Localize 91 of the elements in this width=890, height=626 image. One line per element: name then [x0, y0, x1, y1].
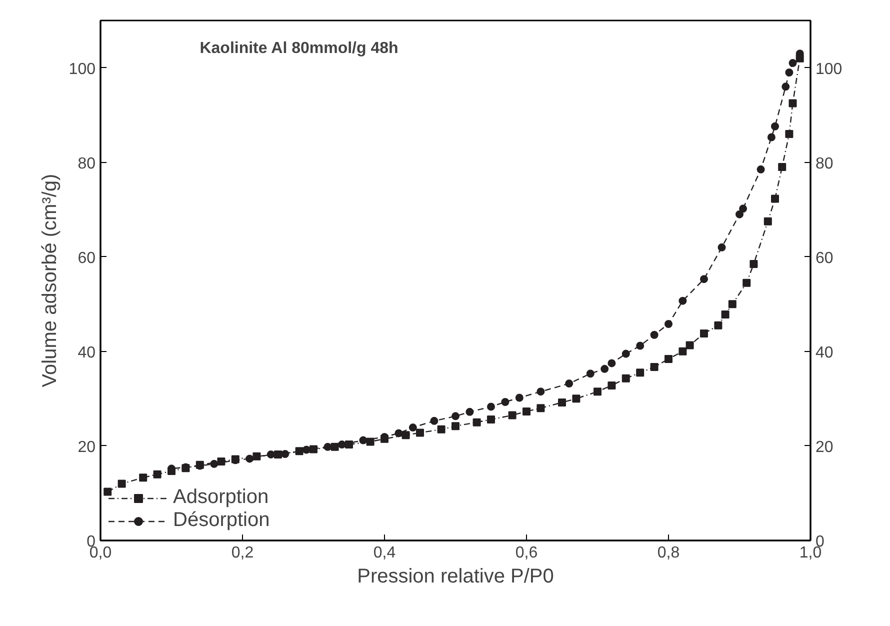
point	[565, 380, 574, 388]
y-axis-title: Volume adsorbé (cm³/g)	[38, 174, 61, 388]
point	[778, 163, 786, 172]
point	[274, 450, 282, 458]
y-tick-label: 80	[78, 155, 96, 172]
point	[310, 445, 318, 454]
point	[104, 488, 112, 496]
point	[452, 412, 460, 420]
y2-tick-label: 60	[816, 250, 834, 267]
point	[487, 415, 495, 424]
x-tick-label: 0,2	[231, 544, 254, 562]
point	[466, 408, 474, 416]
point	[437, 425, 446, 434]
legend-label: Adsorption	[173, 486, 269, 509]
point	[782, 82, 790, 91]
point	[636, 342, 644, 350]
point	[394, 429, 403, 438]
point	[678, 296, 687, 305]
point	[295, 447, 304, 456]
y-tick-label: 20	[78, 438, 96, 456]
point	[650, 330, 658, 339]
point	[536, 404, 545, 412]
point	[785, 130, 794, 138]
point	[487, 402, 495, 411]
point	[650, 363, 658, 372]
x-tick-label: 0,8	[657, 544, 680, 562]
point	[756, 165, 765, 174]
point	[217, 458, 226, 466]
point	[721, 310, 730, 319]
point	[718, 243, 726, 252]
point	[785, 68, 794, 76]
point	[402, 431, 410, 440]
point	[408, 424, 417, 432]
point	[750, 260, 758, 268]
point	[664, 320, 672, 328]
point	[700, 275, 708, 284]
point	[153, 470, 162, 478]
point	[472, 418, 481, 426]
text: Kaolinite Al 80mmol/g 48h	[200, 40, 398, 57]
legend-label: Désorption	[173, 509, 270, 532]
point	[118, 480, 126, 488]
point	[452, 422, 460, 430]
point	[728, 300, 736, 308]
y2-tick-label: 80	[816, 155, 834, 172]
point	[771, 194, 779, 203]
x-axis-title: Pression relative P/P0	[357, 566, 554, 588]
point	[714, 321, 722, 330]
point	[522, 407, 530, 416]
point	[739, 204, 748, 213]
x-tick-label: 0,6	[515, 544, 538, 562]
point	[345, 440, 353, 449]
point	[252, 452, 261, 460]
point	[168, 467, 176, 476]
point	[572, 394, 580, 403]
point	[515, 394, 524, 402]
point	[536, 388, 545, 396]
point	[608, 381, 616, 390]
point	[330, 442, 339, 451]
y-tick-label: 100	[68, 60, 96, 78]
point	[501, 398, 510, 406]
point	[430, 416, 438, 425]
point	[600, 364, 609, 373]
point	[771, 122, 779, 130]
point	[139, 474, 148, 482]
x-tick-label: 0,4	[373, 544, 396, 562]
y-tick-label: 40	[78, 344, 96, 362]
point	[742, 278, 751, 287]
y-tick-label: 60	[78, 250, 96, 267]
point	[664, 354, 672, 363]
point	[686, 341, 694, 350]
point	[608, 359, 616, 368]
point	[558, 398, 566, 406]
point	[416, 428, 424, 437]
point	[636, 368, 644, 377]
point	[764, 217, 772, 226]
point	[788, 59, 797, 68]
point	[700, 329, 708, 338]
point	[586, 370, 594, 378]
point	[508, 411, 516, 420]
point	[736, 210, 744, 218]
point	[594, 388, 602, 396]
y2-tick-label: 20	[816, 438, 834, 456]
point	[678, 347, 687, 356]
point	[366, 438, 374, 446]
point	[767, 133, 776, 142]
point	[788, 99, 797, 108]
point	[622, 374, 630, 382]
point	[622, 350, 630, 358]
y2-tick-label: 100	[816, 60, 842, 78]
point	[796, 54, 804, 62]
y2-tick-label: 40	[816, 344, 834, 362]
